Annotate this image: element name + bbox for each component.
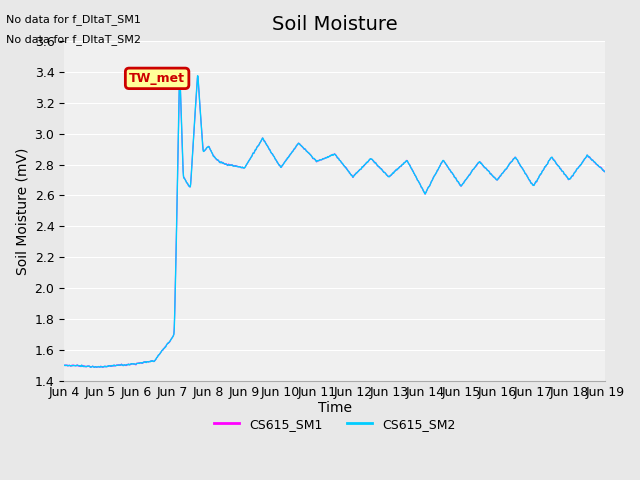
Text: No data for f_DltaT_SM2: No data for f_DltaT_SM2 [6,34,141,45]
Y-axis label: Soil Moisture (mV): Soil Moisture (mV) [15,147,29,275]
Text: TW_met: TW_met [129,72,185,85]
Legend: CS615_SM1, CS615_SM2: CS615_SM1, CS615_SM2 [209,413,461,436]
X-axis label: Time: Time [318,401,352,415]
Title: Soil Moisture: Soil Moisture [272,15,397,34]
Text: No data for f_DltaT_SM1: No data for f_DltaT_SM1 [6,14,141,25]
